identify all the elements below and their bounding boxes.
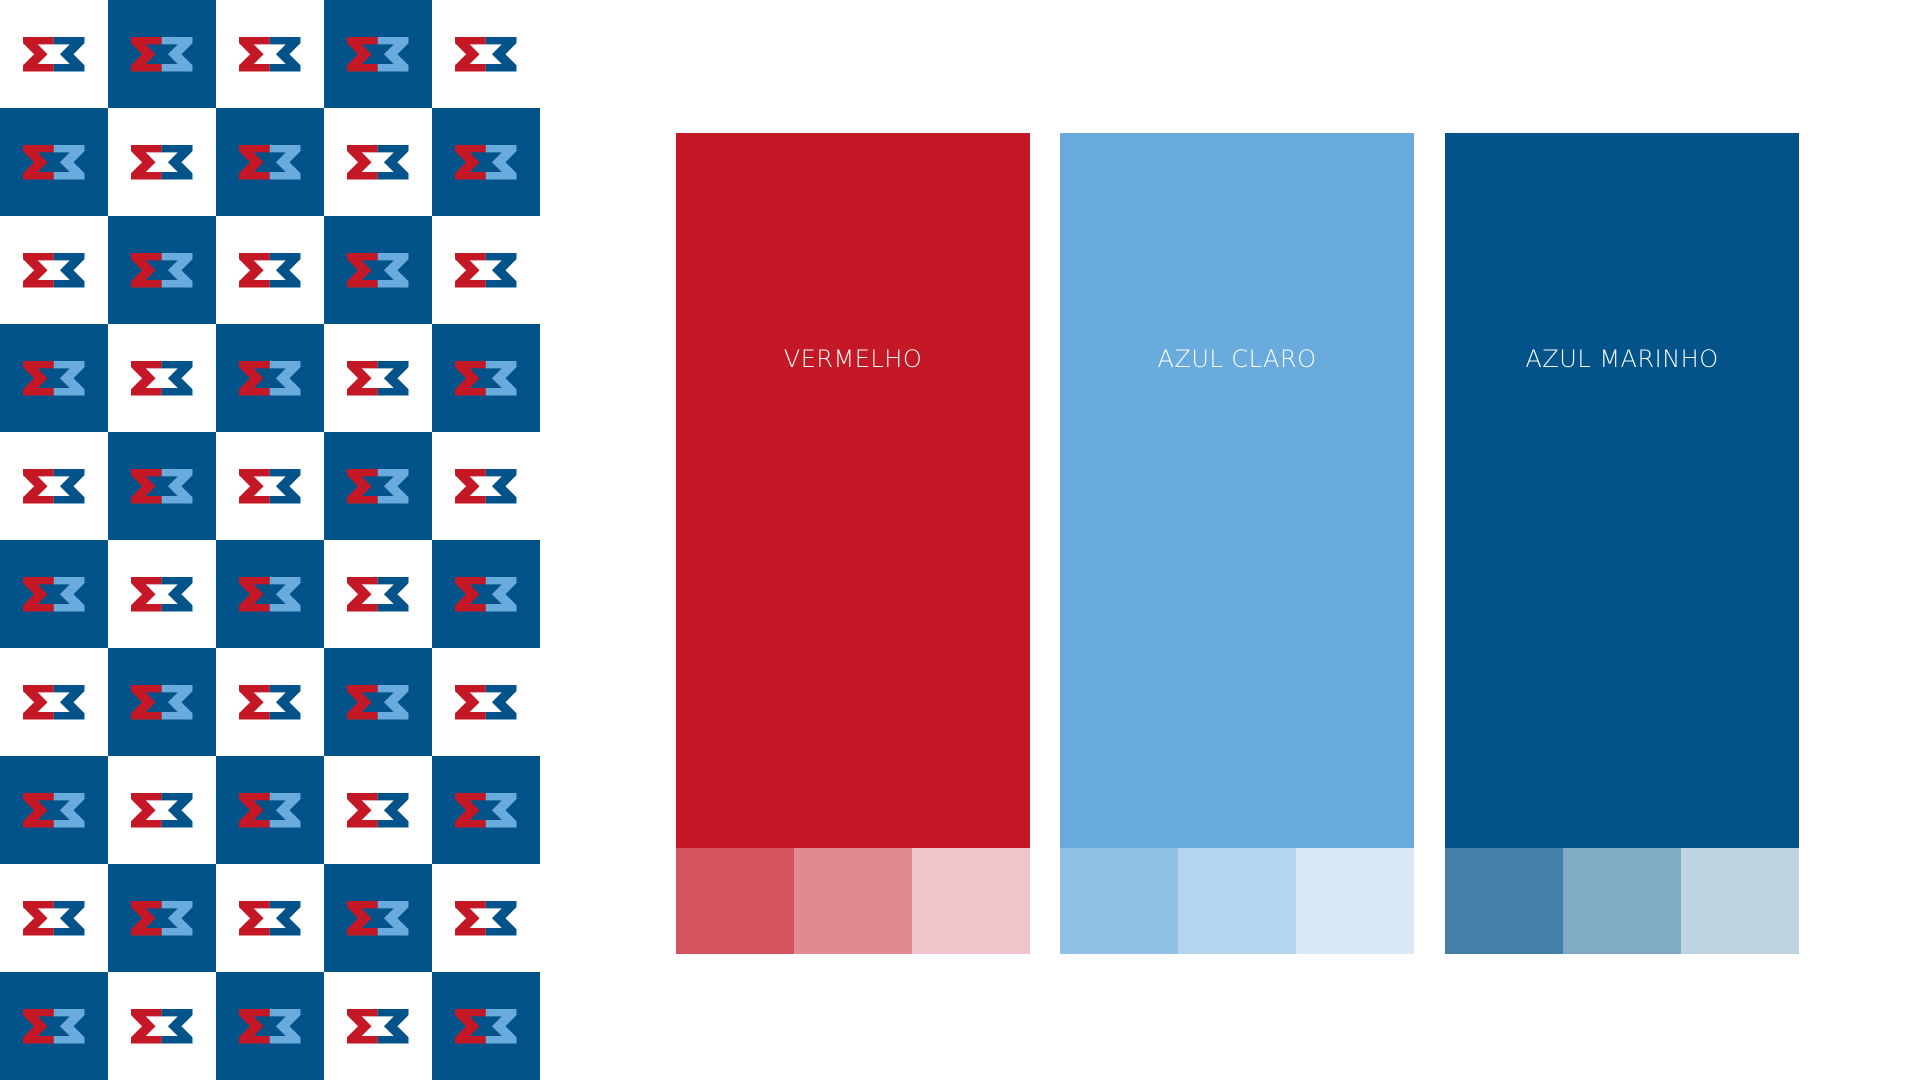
pattern-cell — [432, 108, 540, 216]
pattern-cell — [0, 432, 108, 540]
pattern-cell — [324, 108, 432, 216]
pattern-cell — [108, 864, 216, 972]
pattern-cell — [0, 324, 108, 432]
swatch-tint — [1681, 848, 1799, 954]
pattern-cell — [216, 324, 324, 432]
pattern-cell — [324, 216, 432, 324]
swatch-main — [1445, 133, 1799, 848]
pattern-cell — [108, 0, 216, 108]
pattern-cell — [216, 216, 324, 324]
color-card: VERMELHO — [676, 133, 1030, 954]
pattern-cell — [432, 432, 540, 540]
pattern-cell — [216, 432, 324, 540]
pattern-cell — [108, 108, 216, 216]
pattern-cell — [216, 756, 324, 864]
pattern-cell — [108, 972, 216, 1080]
swatch-tint — [1445, 848, 1563, 954]
pattern-cell — [0, 648, 108, 756]
pattern-cell — [432, 324, 540, 432]
color-card: AZUL CLARO — [1060, 133, 1414, 954]
swatch-tint — [1178, 848, 1296, 954]
pattern-cell — [108, 432, 216, 540]
swatch-tint — [794, 848, 912, 954]
pattern-cell — [324, 648, 432, 756]
color-label: AZUL MARINHO — [1525, 345, 1719, 373]
pattern-cell — [432, 756, 540, 864]
pattern-cell — [432, 0, 540, 108]
pattern-cell — [324, 0, 432, 108]
pattern-cell — [324, 864, 432, 972]
pattern-cell — [324, 540, 432, 648]
swatch-tint — [1060, 848, 1178, 954]
pattern-cell — [0, 108, 108, 216]
pattern-cell — [216, 0, 324, 108]
pattern-cell — [108, 648, 216, 756]
swatch-main — [676, 133, 1030, 848]
pattern-cell — [216, 108, 324, 216]
color-label: VERMELHO — [783, 345, 923, 373]
logo-pattern — [0, 0, 540, 1080]
pattern-cell — [432, 972, 540, 1080]
pattern-cell — [108, 540, 216, 648]
pattern-cell — [324, 972, 432, 1080]
pattern-cell — [216, 864, 324, 972]
pattern-cell — [0, 216, 108, 324]
color-label: AZUL CLARO — [1157, 345, 1317, 373]
pattern-cell — [108, 324, 216, 432]
pattern-cell — [324, 324, 432, 432]
pattern-cell — [216, 540, 324, 648]
pattern-cell — [108, 756, 216, 864]
pattern-cell — [0, 540, 108, 648]
color-card: AZUL MARINHO — [1445, 133, 1799, 954]
pattern-cell — [432, 216, 540, 324]
pattern-cell — [432, 864, 540, 972]
pattern-cell — [432, 648, 540, 756]
pattern-cell — [0, 756, 108, 864]
swatch-main — [1060, 133, 1414, 848]
pattern-cell — [108, 216, 216, 324]
pattern-cell — [216, 648, 324, 756]
swatch-tint — [676, 848, 794, 954]
pattern-cell — [324, 756, 432, 864]
swatch-tint — [1563, 848, 1681, 954]
swatch-tint — [1296, 848, 1414, 954]
pattern-cell — [0, 864, 108, 972]
pattern-cell — [324, 432, 432, 540]
pattern-cell — [432, 540, 540, 648]
pattern-cell — [0, 0, 108, 108]
pattern-cell — [216, 972, 324, 1080]
swatch-tint — [912, 848, 1030, 954]
pattern-cell — [0, 972, 108, 1080]
